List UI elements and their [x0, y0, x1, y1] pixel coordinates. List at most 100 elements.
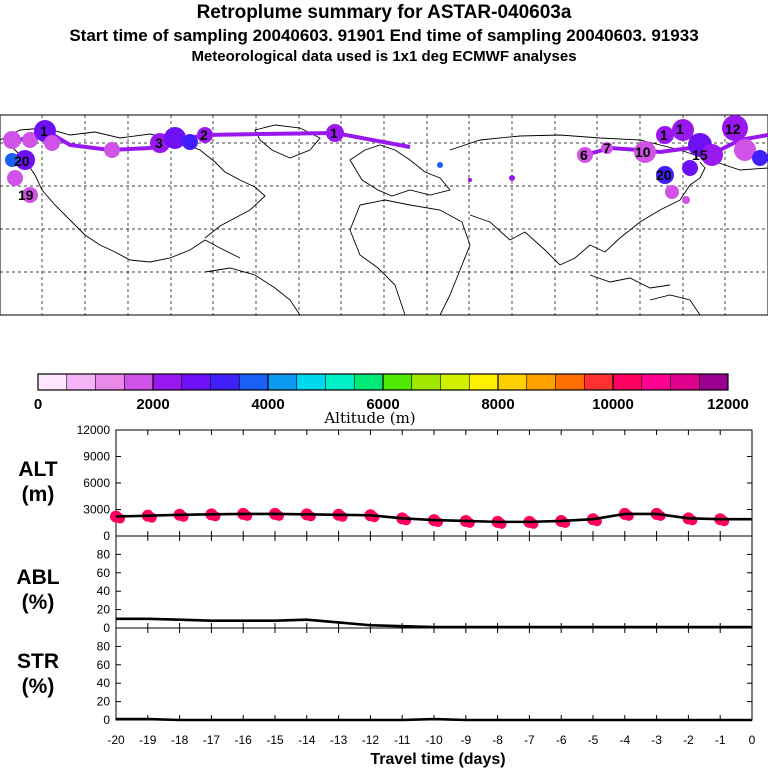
plume-marker [701, 144, 723, 166]
data-point [496, 518, 507, 529]
x-tick-label: 0 [749, 733, 756, 747]
plume-marker [509, 175, 515, 181]
x-axis-label: Travel time (days) [370, 751, 505, 768]
plume-marker [656, 126, 674, 144]
y-tick-label: 60 [97, 658, 111, 672]
world-map: 1 20 19 3 2 1 6 7 10 12 1 15 20 1 [0, 114, 768, 316]
coast-south-america [204, 267, 301, 316]
colorbar-tick-label: 10000 [592, 396, 634, 413]
plume-marker [682, 196, 690, 204]
map-label: 1 [676, 121, 684, 137]
colorbar-cell [210, 374, 240, 390]
coast-japan [689, 161, 706, 186]
colorbar-cell [526, 374, 556, 390]
map-label: 1 [40, 123, 48, 139]
plume-marker [44, 135, 60, 151]
map-label: 7 [603, 140, 611, 156]
coast-europe [349, 144, 451, 197]
panel-str: 80 60 40 20 0 STR(%) [17, 627, 753, 727]
colorbar-cell [469, 374, 499, 390]
x-tick-label: -14 [298, 733, 316, 747]
x-tick-label: -16 [235, 733, 253, 747]
y-tick-label: 3000 [83, 503, 110, 517]
x-tick-label: -10 [425, 733, 443, 747]
data-point [242, 510, 253, 521]
colorbar-cell [584, 374, 614, 390]
x-tick-label: -11 [394, 733, 411, 747]
x-tick-label: -6 [556, 733, 567, 747]
plume-track-line-east [584, 133, 768, 157]
data-point [401, 515, 412, 526]
colorbar-ticks: 0 2000 4000 6000 8000 10000 12000 [34, 396, 749, 413]
x-tick-label: -13 [330, 733, 348, 747]
plume-markers [3, 115, 768, 204]
plume-marker [22, 132, 38, 148]
colorbar-cell [354, 374, 384, 390]
y-axis-unit: (%) [22, 591, 55, 614]
colorbar-cell [38, 374, 68, 390]
y-tick-label: 20 [97, 695, 111, 709]
travel-time-axis: -20 -19 -18 -17 -16 -15 -14 -13 -12 -11 -10 -9 -8 -7-… [107, 733, 755, 747]
plume-marker [164, 127, 186, 149]
colorbar-cell [699, 374, 729, 390]
panel-frame [115, 535, 753, 629]
colorbar-cells [38, 374, 729, 390]
colorbar-cell [95, 374, 125, 390]
plume-marker [665, 185, 679, 199]
coast-greenland [254, 124, 321, 159]
map-label: 15 [692, 147, 708, 163]
colorbar-cell [498, 374, 528, 390]
y-tick-label: 12000 [77, 423, 111, 437]
coast-gulf-caribbean [129, 239, 241, 263]
map-label: 2 [200, 127, 208, 143]
colorbar-cell [641, 374, 671, 390]
colorbar-tick-label: 8000 [481, 396, 514, 413]
sampling-time-line: Start time of sampling 20040603. 91901 E… [69, 26, 699, 45]
plume-marker [104, 142, 120, 158]
data-point [210, 511, 221, 522]
data-point [719, 516, 730, 527]
time-series-panels: 120009000600030000ALT(m)806040200ABL(%)8… [16, 423, 753, 727]
data-point [337, 511, 348, 522]
x-tick-label: -17 [203, 733, 221, 747]
colorbar-cell [181, 374, 211, 390]
series-line-alt [115, 512, 752, 524]
colorbar-cell [124, 374, 154, 390]
plume-marker [3, 131, 21, 149]
plume-marker [734, 139, 756, 161]
x-tick-label: -8 [492, 733, 503, 747]
data-point [433, 517, 443, 528]
plume-marker [672, 119, 694, 141]
x-tick-label: -20 [107, 733, 125, 747]
colorbar-cell [239, 374, 269, 390]
colorbar-cell [555, 374, 585, 390]
map-label: 12 [725, 121, 741, 137]
y-tick-label: 6000 [83, 476, 110, 490]
y-tick-label: 60 [97, 566, 111, 580]
panel-abl: 80 60 40 20 0 ABL(%) [16, 535, 753, 635]
y-tick-label: 40 [97, 676, 111, 690]
plume-marker [634, 141, 656, 163]
plume-marker [656, 166, 674, 184]
coast-asia-north [449, 134, 768, 171]
map-label: 20 [14, 153, 30, 169]
plume-marker [601, 142, 613, 154]
coast-africa [359, 199, 471, 316]
colorbar-cell [613, 374, 643, 390]
plume-marker [7, 170, 23, 186]
colorbar-cell [153, 374, 183, 390]
y-axis-label: ABL [16, 566, 59, 589]
map-label: 1 [330, 125, 338, 141]
plume-marker [5, 153, 19, 167]
plume-marker [752, 150, 768, 166]
x-tick-label: -4 [619, 733, 630, 747]
plume-marker [722, 115, 748, 141]
data-point [623, 510, 634, 521]
coast-alaska-canada [0, 127, 266, 239]
x-tick-label: -18 [171, 733, 189, 747]
map-label: 3 [155, 135, 163, 151]
data-point [178, 511, 189, 522]
colorbar-dividers [66, 374, 700, 390]
panel-alt: 12000 9000 6000 3000 0 ALT(m) [18, 423, 753, 543]
